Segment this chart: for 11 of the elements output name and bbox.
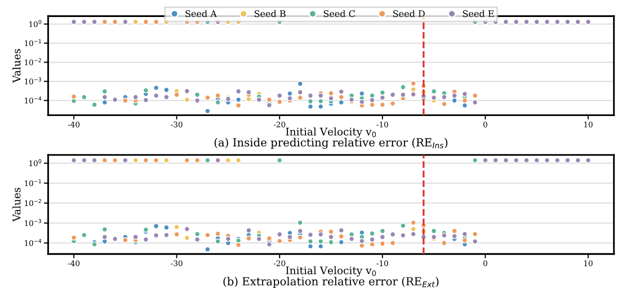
- x-axis-title: Initial Velocity v$_{0}$: [286, 266, 376, 276]
- legend-label: Seed C: [324, 10, 355, 18]
- legend-label: Seed B: [254, 10, 286, 18]
- legend-label: Seed E: [463, 10, 494, 18]
- text: (a) Inside predicting relative error (RE$_{Ins}$): [214, 138, 448, 149]
- legend-label: Seed D: [393, 10, 425, 18]
- y-axis-title: Values: [12, 49, 21, 83]
- text: (b) Extrapolation relative error (RE$_{Ext}$): [223, 276, 438, 288]
- y-axis-title: Values: [12, 188, 21, 222]
- x-axis-title: Initial Velocity v$_{0}$: [286, 127, 376, 138]
- legend-label: Seed A: [186, 10, 217, 18]
